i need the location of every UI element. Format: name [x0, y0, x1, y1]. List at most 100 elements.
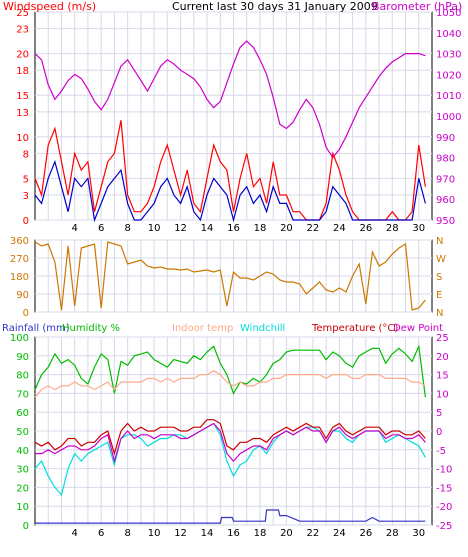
x-tick-label: 12: [174, 528, 187, 539]
temperature-tick-label: -5: [436, 446, 446, 457]
left-tick-label: 20: [16, 50, 29, 61]
series-line-rainfall-mm-: [35, 509, 426, 524]
x-tick-label: 30: [412, 528, 425, 539]
temperature-tick-label: 15: [436, 371, 449, 382]
x-tick-label: 28: [386, 528, 399, 539]
x-tick-label: 26: [359, 223, 372, 234]
x-tick-label: 4: [72, 528, 78, 539]
compass-tick-label: N: [436, 308, 443, 319]
temperature-tick-label: 10: [436, 389, 449, 400]
series-line-indoor-temp: [34, 370, 426, 398]
x-tick-label: 6: [98, 223, 104, 234]
x-tick-label: 8: [124, 528, 130, 539]
humidity-tick-label: 40: [16, 446, 29, 457]
x-tick-label: 28: [386, 223, 399, 234]
x-tick-label: 16: [227, 223, 240, 234]
x-tick-label: 10: [148, 223, 161, 234]
temperature-tick-label: 5: [436, 408, 442, 419]
left-tick-label: 25: [16, 8, 29, 19]
panel1-ticks: 0358101315182023259509609709809901000101…: [16, 8, 461, 234]
humidity-tick-label: 50: [16, 427, 29, 438]
left-tick-label: 8: [23, 149, 29, 160]
left-tick-label: 23: [16, 25, 29, 36]
compass-tick-label: W: [436, 254, 446, 265]
humidity-tick-label: 10: [16, 502, 29, 513]
legend-label: Dew Point: [393, 323, 443, 334]
humidity-tick-label: 60: [16, 408, 29, 419]
x-tick-label: 4: [72, 223, 78, 234]
humidity-tick-label: 0: [23, 521, 29, 532]
right-tick-label: 990: [436, 133, 455, 144]
x-tick-label: 14: [201, 223, 214, 234]
x-tick-label: 12: [174, 223, 187, 234]
chart-title: Current last 30 days 31 January 2009: [172, 0, 378, 13]
humidity-tick-label: 20: [16, 483, 29, 494]
legend-label: Temperature (°C): [311, 323, 398, 334]
series-line-wind-direction: [34, 241, 426, 311]
temperature-tick-label: -20: [436, 502, 452, 513]
wind-barometer-panel: Windspeed (m/s) Current last 30 days 31 …: [3, 0, 462, 234]
temperature-tick-label: -10: [436, 465, 452, 476]
x-tick-label: 22: [307, 223, 320, 234]
humidity-tick-label: 80: [16, 371, 29, 382]
x-tick-label: 20: [280, 223, 293, 234]
panel3-ticks: 0 10 20 30 40 50 60 70 80 90 100 -25 -20 -15 -10 -5 0 5 10…: [10, 333, 452, 539]
series-line-barometer: [34, 40, 426, 159]
left-tick-label: 13: [16, 108, 29, 119]
panel2-series: [34, 241, 426, 311]
left-tick-label: 10: [16, 133, 29, 144]
left-tick-label: 18: [16, 66, 29, 77]
x-tick-label: 24: [333, 528, 346, 539]
legend-label: Humidity %: [62, 323, 120, 334]
humidity-tick-label: 30: [16, 465, 29, 476]
right-tick-label: 950: [436, 216, 455, 227]
right-tick-label: 970: [436, 174, 455, 185]
series-line-dew-point: [35, 422, 426, 464]
direction-tick-label: 90: [16, 290, 29, 301]
legend-label: Rainfall (mm): [2, 323, 70, 334]
right-tick-label: 1020: [436, 70, 461, 81]
x-tick-label: 22: [307, 528, 320, 539]
left-tick-label: 15: [16, 91, 29, 102]
panel1-series: [34, 40, 426, 223]
right-tick-label: 960: [436, 195, 455, 206]
humidity-tick-label: 70: [16, 389, 29, 400]
right-tick-label: 1030: [436, 50, 461, 61]
direction-tick-label: 180: [10, 272, 29, 283]
windspeed-axis-label: Windspeed (m/s): [3, 0, 96, 13]
left-tick-label: 0: [23, 216, 29, 227]
x-tick-label: 16: [227, 528, 240, 539]
legend-label: Indoor temp: [172, 323, 233, 334]
humidity-tick-label: 90: [16, 352, 29, 363]
temperature-tick-label: -15: [436, 483, 452, 494]
barometer-axis-label: Barometer (hPa): [372, 0, 462, 13]
x-tick-label: 24: [333, 223, 346, 234]
compass-tick-label: E: [436, 290, 442, 301]
x-tick-label: 26: [359, 528, 372, 539]
x-tick-label: 18: [254, 223, 267, 234]
right-tick-label: 1050: [436, 8, 461, 19]
temperature-tick-label: -25: [436, 521, 452, 532]
temperature-tick-label: 20: [436, 352, 449, 363]
x-tick-label: 18: [254, 528, 267, 539]
panel3-series: [34, 344, 426, 524]
x-tick-label: 6: [98, 528, 104, 539]
right-tick-label: 1040: [436, 29, 461, 40]
temperature-tick-label: 0: [436, 427, 442, 438]
x-tick-label: 20: [280, 528, 293, 539]
direction-tick-label: 360: [10, 236, 29, 247]
series-line-temperature-c-: [34, 419, 426, 456]
panel1-grid: [35, 11, 432, 221]
temperature-humidity-panel: Rainfall (mm)Humidity % Indoor temp Windch…: [2, 323, 452, 539]
humidity-tick-label: 100: [10, 333, 29, 344]
left-tick-label: 5: [23, 174, 29, 185]
direction-tick-label: 0: [23, 308, 29, 319]
x-tick-label: 30: [412, 223, 425, 234]
x-tick-label: 14: [201, 528, 214, 539]
compass-tick-label: S: [436, 272, 442, 283]
right-tick-label: 1010: [436, 91, 461, 102]
right-tick-label: 980: [436, 154, 455, 165]
